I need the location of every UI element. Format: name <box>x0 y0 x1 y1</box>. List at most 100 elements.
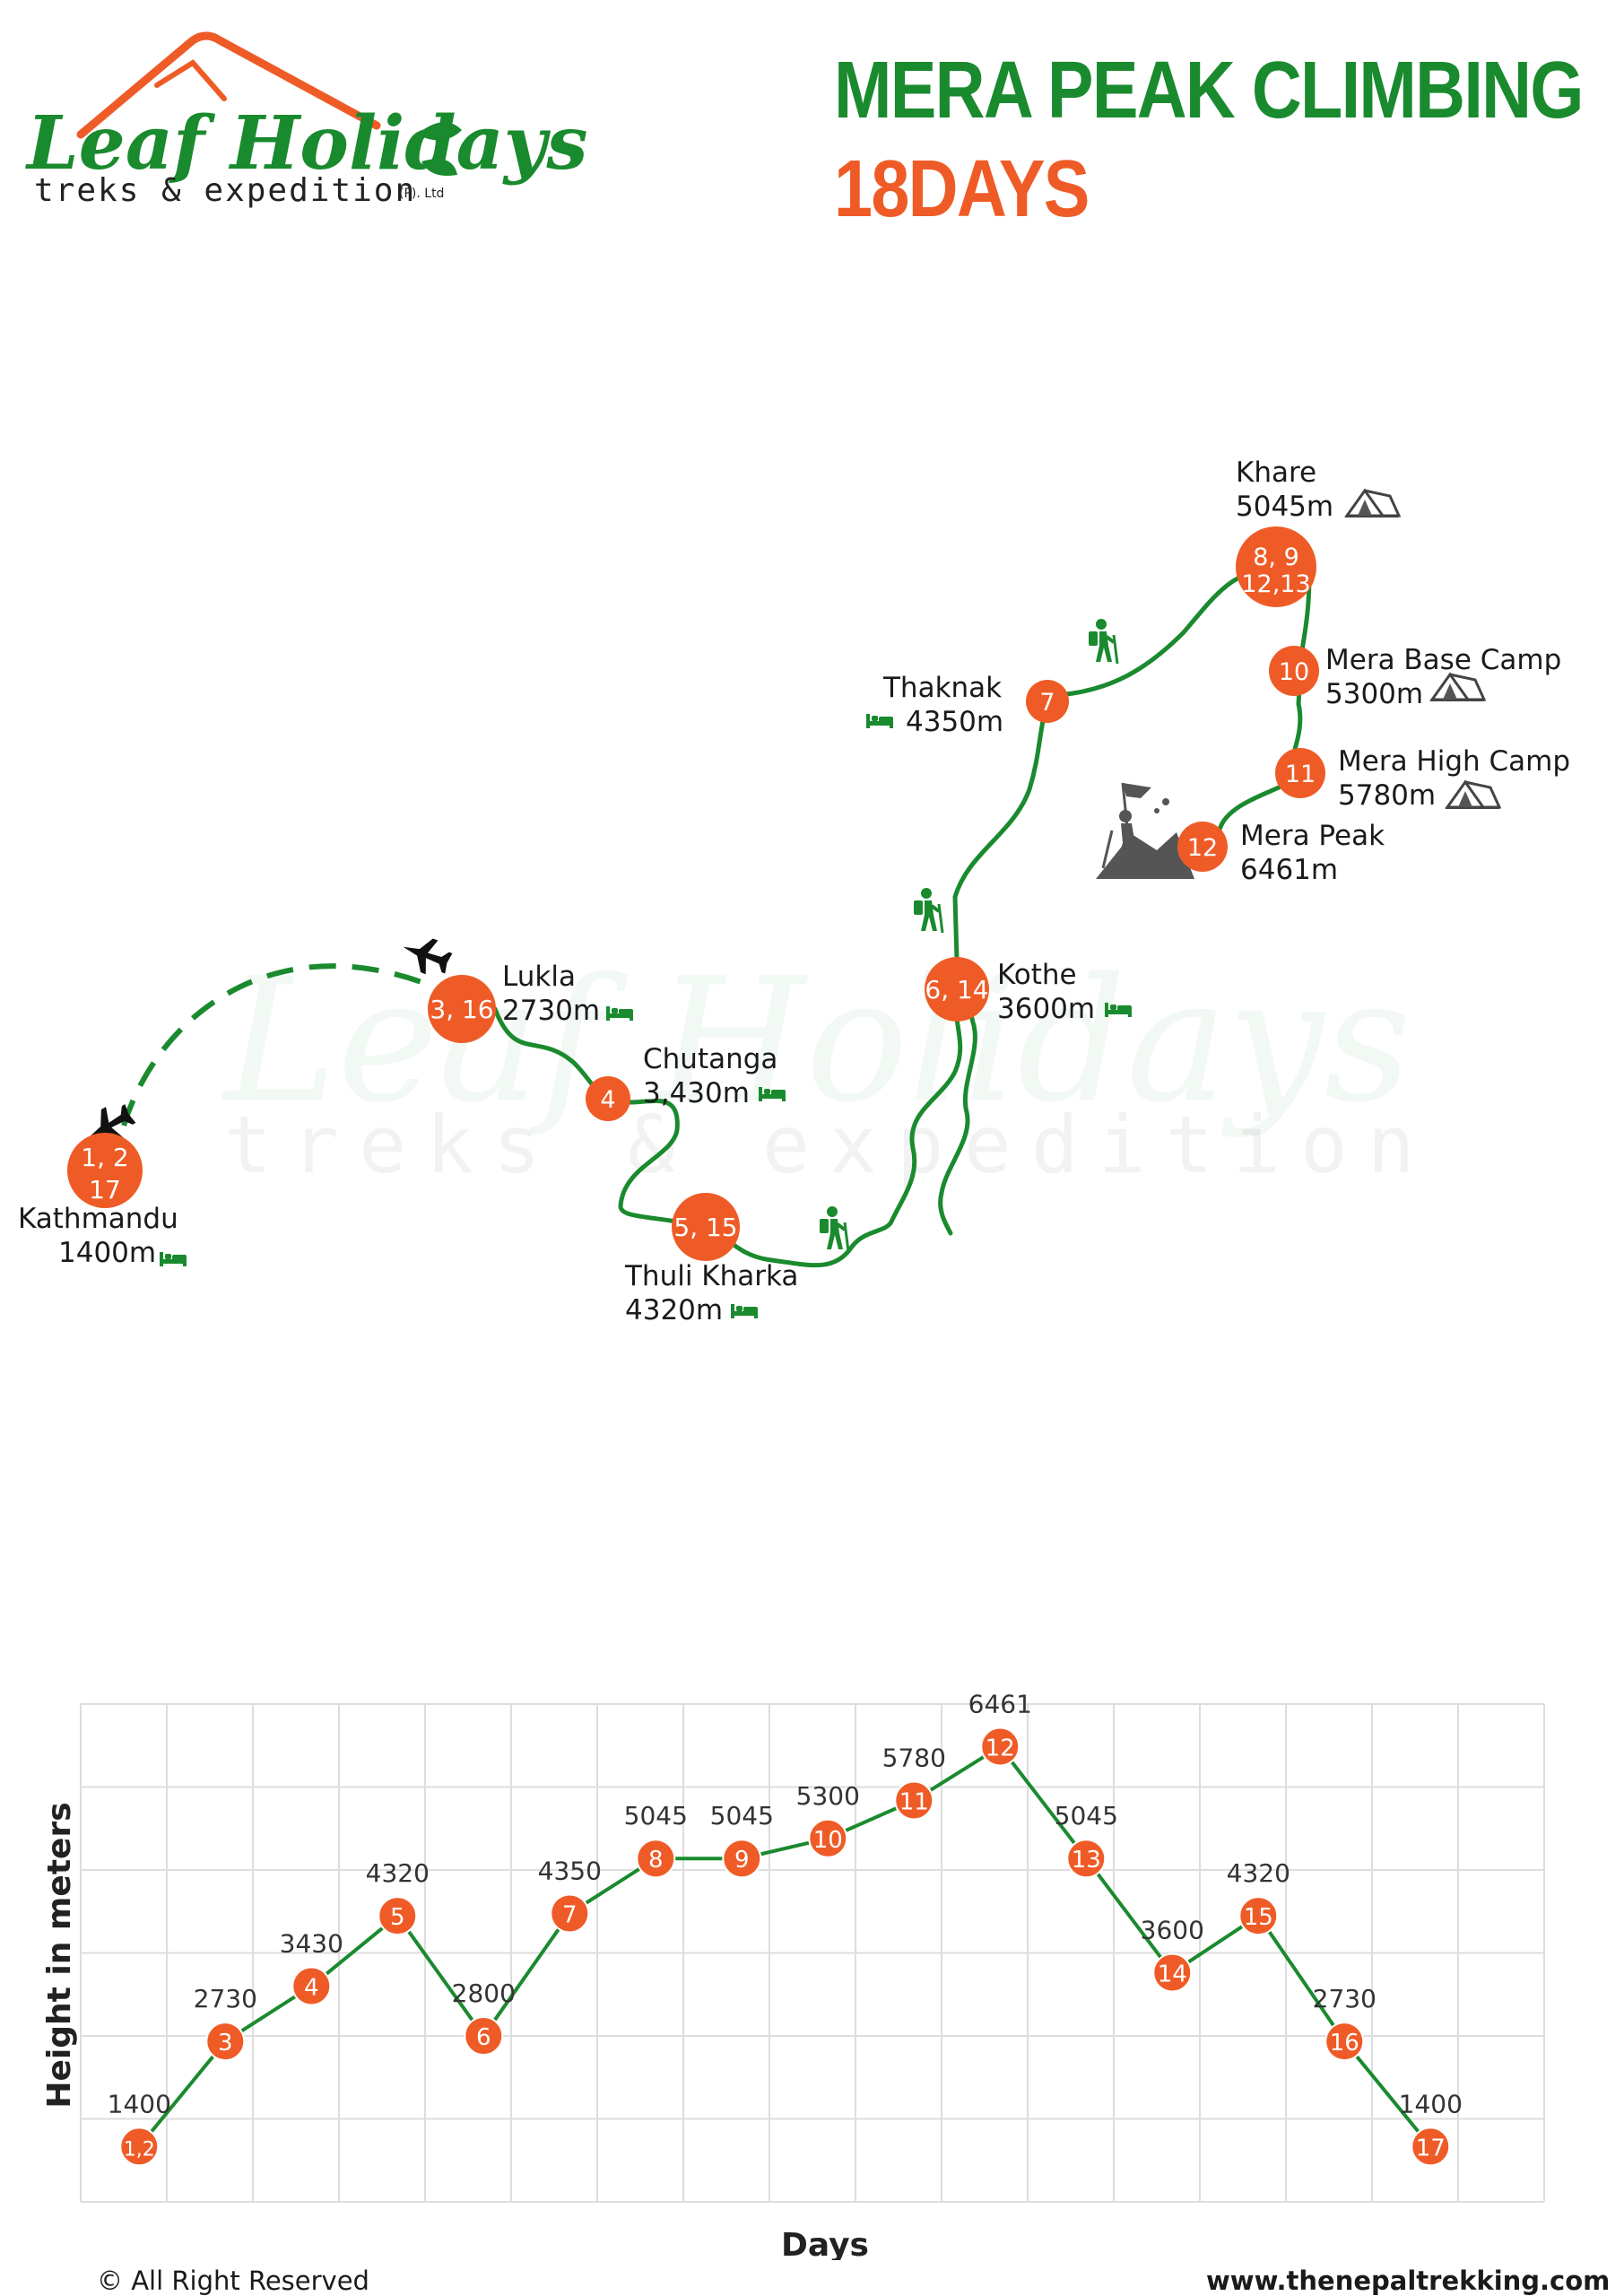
day-marker: 17 <box>1416 2135 1446 2161</box>
day-marker: 10 <box>813 1827 843 1854</box>
place-altitude: 1400m <box>58 1237 157 1269</box>
place-label-thuli-kharka: Thuli Kharka 4320m <box>625 1259 798 1327</box>
data-point <box>808 1818 848 1858</box>
data-point <box>1152 1952 1193 1993</box>
hiker-icon <box>912 886 944 935</box>
route-marker: 4 <box>586 1076 630 1121</box>
website-link[interactable]: www.thenepaltrekking.com <box>1206 2266 1611 2296</box>
data-point <box>1411 2126 1451 2167</box>
data-label: 4350 <box>538 1856 602 1885</box>
data-label: 2800 <box>452 1979 516 2008</box>
place-name: Mera High Camp <box>1338 745 1571 778</box>
day-marker: 1,2 <box>124 2138 155 2161</box>
place-altitude: 6461m <box>1240 854 1339 886</box>
data-label: 3430 <box>280 1929 343 1959</box>
svg-text:4: 4 <box>600 1086 615 1114</box>
place-label-khare: Khare 5045m <box>1236 456 1333 524</box>
day-marker: 14 <box>1158 1961 1187 1988</box>
svg-text:8, 9: 8, 9 <box>1253 544 1299 571</box>
series-line <box>137 1744 1432 2148</box>
day-marker: 15 <box>1244 1904 1273 1931</box>
route-marker: 1, 2 17 <box>67 1133 143 1208</box>
summit-icon <box>1096 782 1194 879</box>
data-label: 2730 <box>1313 1984 1376 2013</box>
data-point <box>894 1780 934 1821</box>
data-label: 3600 <box>1141 1916 1204 1945</box>
bed-icon <box>1105 1003 1132 1017</box>
data-point <box>636 1839 676 1879</box>
data-label: 5300 <box>796 1781 860 1811</box>
day-marker: 13 <box>1072 1847 1101 1874</box>
place-altitude: 4320m <box>625 1294 724 1326</box>
route-map: 1, 2 17 3, 16 4 5, 15 6, 14 7 8, 9 12,13… <box>67 489 1501 1318</box>
altitude-chart: Height in meters Days 1400 1,2 2730 3 3430 4 432… <box>41 1689 1545 2260</box>
data-point <box>1324 2022 1365 2062</box>
place-name: Lukla <box>502 961 576 993</box>
data-point <box>1066 1839 1107 1879</box>
svg-text:12: 12 <box>1187 834 1218 862</box>
day-marker: 8 <box>648 1847 664 1874</box>
place-name: Thaknak <box>883 672 1003 704</box>
data-point <box>205 2022 246 2062</box>
data-label: 2730 <box>194 1984 257 2013</box>
svg-text:12,13: 12,13 <box>1241 570 1310 598</box>
data-point <box>291 1966 332 2006</box>
data-point <box>464 2016 504 2056</box>
day-marker: 4 <box>304 1975 319 2002</box>
hiker-icon <box>1087 617 1119 665</box>
place-name: Mera Base Camp <box>1325 644 1562 676</box>
place-altitude: 3,430m <box>643 1077 750 1109</box>
svg-text:11: 11 <box>1285 761 1316 788</box>
page-title: MERA PEAK CLIMBING <box>834 46 1584 135</box>
svg-text:1, 2: 1, 2 <box>81 1143 128 1172</box>
place-name: Kothe <box>997 959 1077 991</box>
place-altitude: 4350m <box>906 706 1004 738</box>
place-name: Kathmandu <box>18 1203 178 1235</box>
day-marker: 3 <box>218 2030 233 2057</box>
place-altitude: 5045m <box>1236 491 1334 523</box>
place-altitude: 2730m <box>502 995 601 1027</box>
place-label-chutanga: Chutanga 3,430m <box>643 1042 777 1110</box>
data-label: 1400 <box>1399 2089 1463 2118</box>
svg-text:3, 16: 3, 16 <box>430 995 493 1024</box>
data-point <box>119 2126 160 2167</box>
route-marker: 10 <box>1269 646 1319 696</box>
day-marker: 11 <box>899 1788 929 1815</box>
page-subtitle-days: 18DAYS <box>834 144 1090 234</box>
day-marker: 16 <box>1330 2030 1359 2057</box>
route-marker: 7 <box>1026 680 1069 723</box>
place-label-thaknak: Thaknak 4350m <box>883 671 1003 739</box>
data-label: 5780 <box>882 1743 946 1772</box>
place-altitude: 3600m <box>997 993 1096 1025</box>
place-altitude: 5780m <box>1338 779 1437 812</box>
data-point <box>722 1839 762 1879</box>
place-name: Mera Peak <box>1240 820 1385 852</box>
data-label: 1400 <box>108 2089 171 2118</box>
logo-tagline: treks & expedition <box>34 172 417 209</box>
place-label-mera-base-camp: Mera Base Camp 5300m <box>1325 643 1561 711</box>
day-marker: 9 <box>734 1847 750 1874</box>
watermark-tagline: treks & expedition <box>224 1099 1435 1191</box>
data-point <box>980 1726 1020 1767</box>
route-marker: 12 <box>1177 822 1228 872</box>
data-label: 4320 <box>366 1858 430 1888</box>
copyright-text: © All Right Reserved <box>97 2266 369 2296</box>
data-point <box>378 1896 418 1936</box>
route-marker: 5, 15 <box>672 1193 740 1261</box>
place-altitude: 5300m <box>1325 678 1424 710</box>
y-axis-label: Height in meters <box>41 1802 78 2108</box>
data-point <box>1238 1896 1279 1936</box>
svg-text:10: 10 <box>1279 658 1309 686</box>
place-name: Chutanga <box>643 1043 778 1075</box>
logo-suffix: (P). Ltd <box>399 187 445 201</box>
logo-brand: Leaf Holidays <box>27 100 588 187</box>
watermark-logo: Leaf Holidays <box>224 942 1411 1140</box>
place-label-lukla: Lukla 2730m <box>502 960 600 1028</box>
day-marker: 12 <box>986 1735 1015 1761</box>
route-marker: 3, 16 <box>428 975 496 1043</box>
place-label-mera-peak: Mera Peak 6461m <box>1240 819 1385 887</box>
mountain-logo-icon <box>76 31 462 176</box>
svg-text:17: 17 <box>89 1175 121 1205</box>
data-label: 4320 <box>1227 1858 1290 1888</box>
data-label: 6461 <box>968 1689 1032 1718</box>
